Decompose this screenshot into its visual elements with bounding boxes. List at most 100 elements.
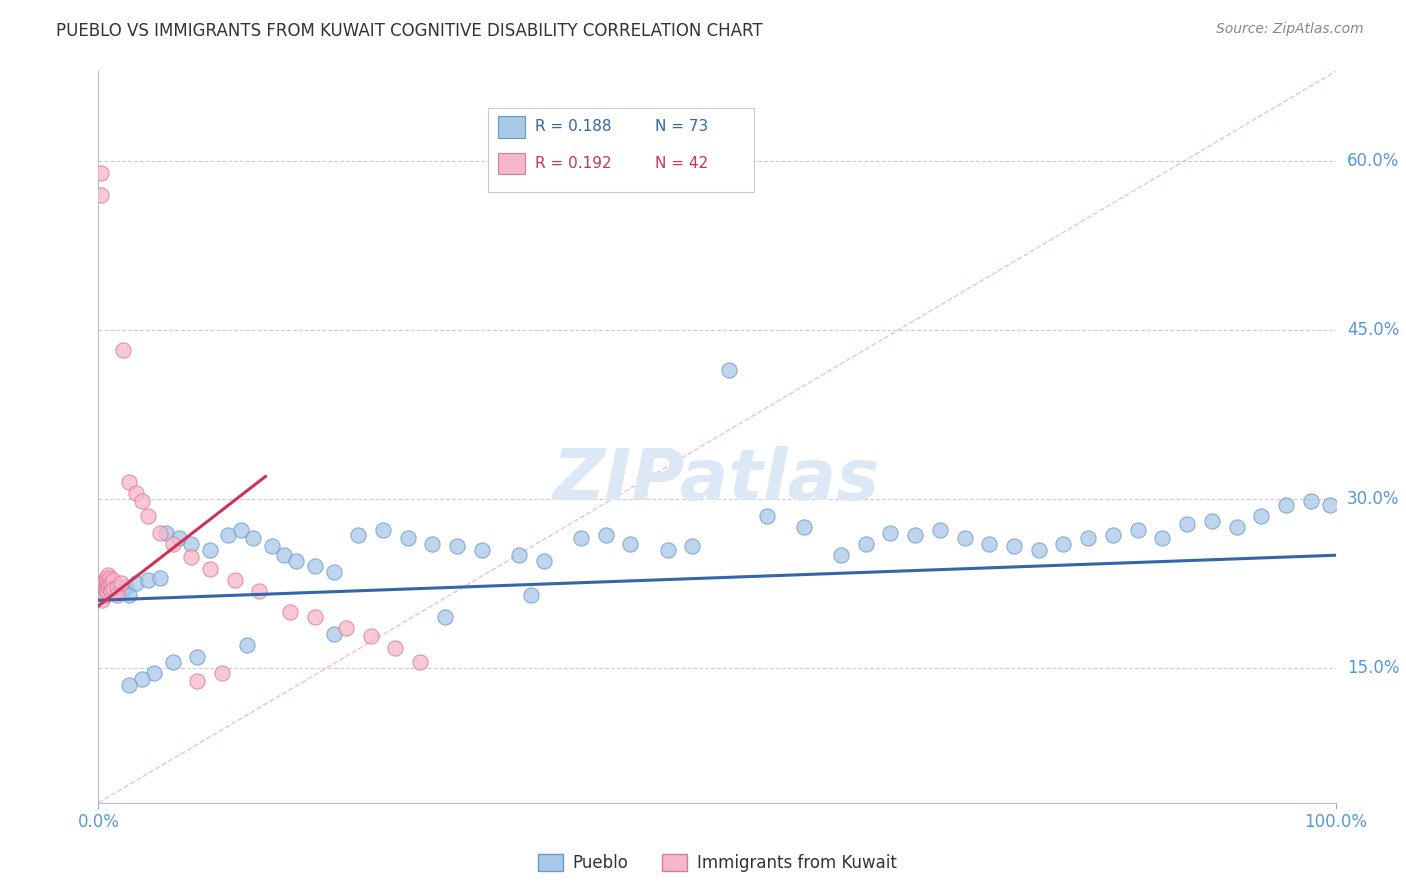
Point — [143, 666, 166, 681]
Point — [1002, 539, 1025, 553]
Point — [198, 542, 221, 557]
Point — [167, 532, 190, 546]
FancyBboxPatch shape — [488, 108, 754, 192]
Text: 15.0%: 15.0% — [1347, 659, 1399, 677]
Point — [93, 588, 115, 602]
Text: ZIPatlas: ZIPatlas — [554, 447, 880, 516]
Point — [1175, 516, 1198, 531]
Point — [186, 649, 208, 664]
Point — [242, 532, 264, 546]
FancyBboxPatch shape — [498, 116, 526, 138]
Point — [1299, 494, 1322, 508]
Point — [619, 537, 641, 551]
Point — [211, 666, 233, 681]
Point — [1126, 524, 1149, 538]
Point — [446, 539, 468, 553]
Point — [304, 559, 326, 574]
Point — [112, 584, 135, 599]
Point — [114, 580, 136, 594]
Point — [855, 537, 877, 551]
Point — [1152, 532, 1174, 546]
Point — [198, 562, 221, 576]
Point — [520, 588, 543, 602]
Point — [136, 573, 159, 587]
Point — [273, 548, 295, 562]
Point — [347, 528, 370, 542]
Text: N = 42: N = 42 — [655, 156, 709, 171]
Point — [155, 525, 177, 540]
Point — [384, 640, 406, 655]
Point — [100, 584, 122, 599]
Text: R = 0.192: R = 0.192 — [536, 156, 612, 171]
Point — [136, 508, 159, 523]
Point — [98, 571, 121, 585]
Point — [131, 494, 153, 508]
Point — [149, 525, 172, 540]
Point — [657, 542, 679, 557]
Point — [100, 576, 122, 591]
FancyBboxPatch shape — [498, 153, 526, 175]
Point — [755, 508, 778, 523]
Point — [93, 580, 115, 594]
Point — [322, 565, 344, 579]
Point — [105, 588, 128, 602]
Point — [180, 537, 202, 551]
Point — [304, 610, 326, 624]
Point — [904, 528, 927, 542]
Point — [131, 672, 153, 686]
Point — [118, 588, 141, 602]
Point — [681, 539, 703, 553]
Point — [90, 188, 112, 202]
Point — [97, 580, 120, 594]
Point — [118, 678, 141, 692]
Point — [1275, 498, 1298, 512]
Point — [124, 486, 146, 500]
Point — [371, 524, 394, 538]
Point — [278, 605, 301, 619]
Point — [94, 582, 117, 596]
Point — [360, 629, 382, 643]
Point — [595, 528, 617, 542]
Point — [247, 584, 270, 599]
Point — [105, 580, 128, 594]
Point — [149, 571, 172, 585]
Point — [979, 537, 1001, 551]
Point — [93, 576, 115, 591]
Point — [105, 586, 128, 600]
Point — [94, 571, 117, 585]
Point — [100, 584, 122, 599]
Point — [508, 548, 530, 562]
Point — [718, 362, 741, 376]
Point — [322, 627, 344, 641]
Point — [118, 475, 141, 489]
Point — [335, 621, 357, 635]
Point — [90, 166, 112, 180]
Point — [217, 528, 239, 542]
Point — [471, 542, 494, 557]
Point — [1028, 542, 1050, 557]
Text: 45.0%: 45.0% — [1347, 321, 1399, 339]
Point — [409, 655, 432, 669]
Point — [91, 593, 114, 607]
Point — [186, 674, 208, 689]
Point — [180, 550, 202, 565]
Point — [97, 568, 120, 582]
Point — [1201, 515, 1223, 529]
Point — [110, 576, 132, 591]
Point — [103, 582, 125, 596]
Point — [533, 554, 555, 568]
Point — [96, 573, 118, 587]
Text: Source: ZipAtlas.com: Source: ZipAtlas.com — [1216, 22, 1364, 37]
Point — [93, 584, 115, 599]
Point — [1102, 528, 1125, 542]
Point — [285, 554, 308, 568]
Point — [879, 525, 901, 540]
Point — [928, 524, 950, 538]
Point — [98, 582, 121, 596]
Point — [830, 548, 852, 562]
Point — [229, 524, 252, 538]
Point — [124, 576, 146, 591]
Point — [93, 588, 115, 602]
Point — [103, 580, 125, 594]
Text: 60.0%: 60.0% — [1347, 153, 1399, 170]
